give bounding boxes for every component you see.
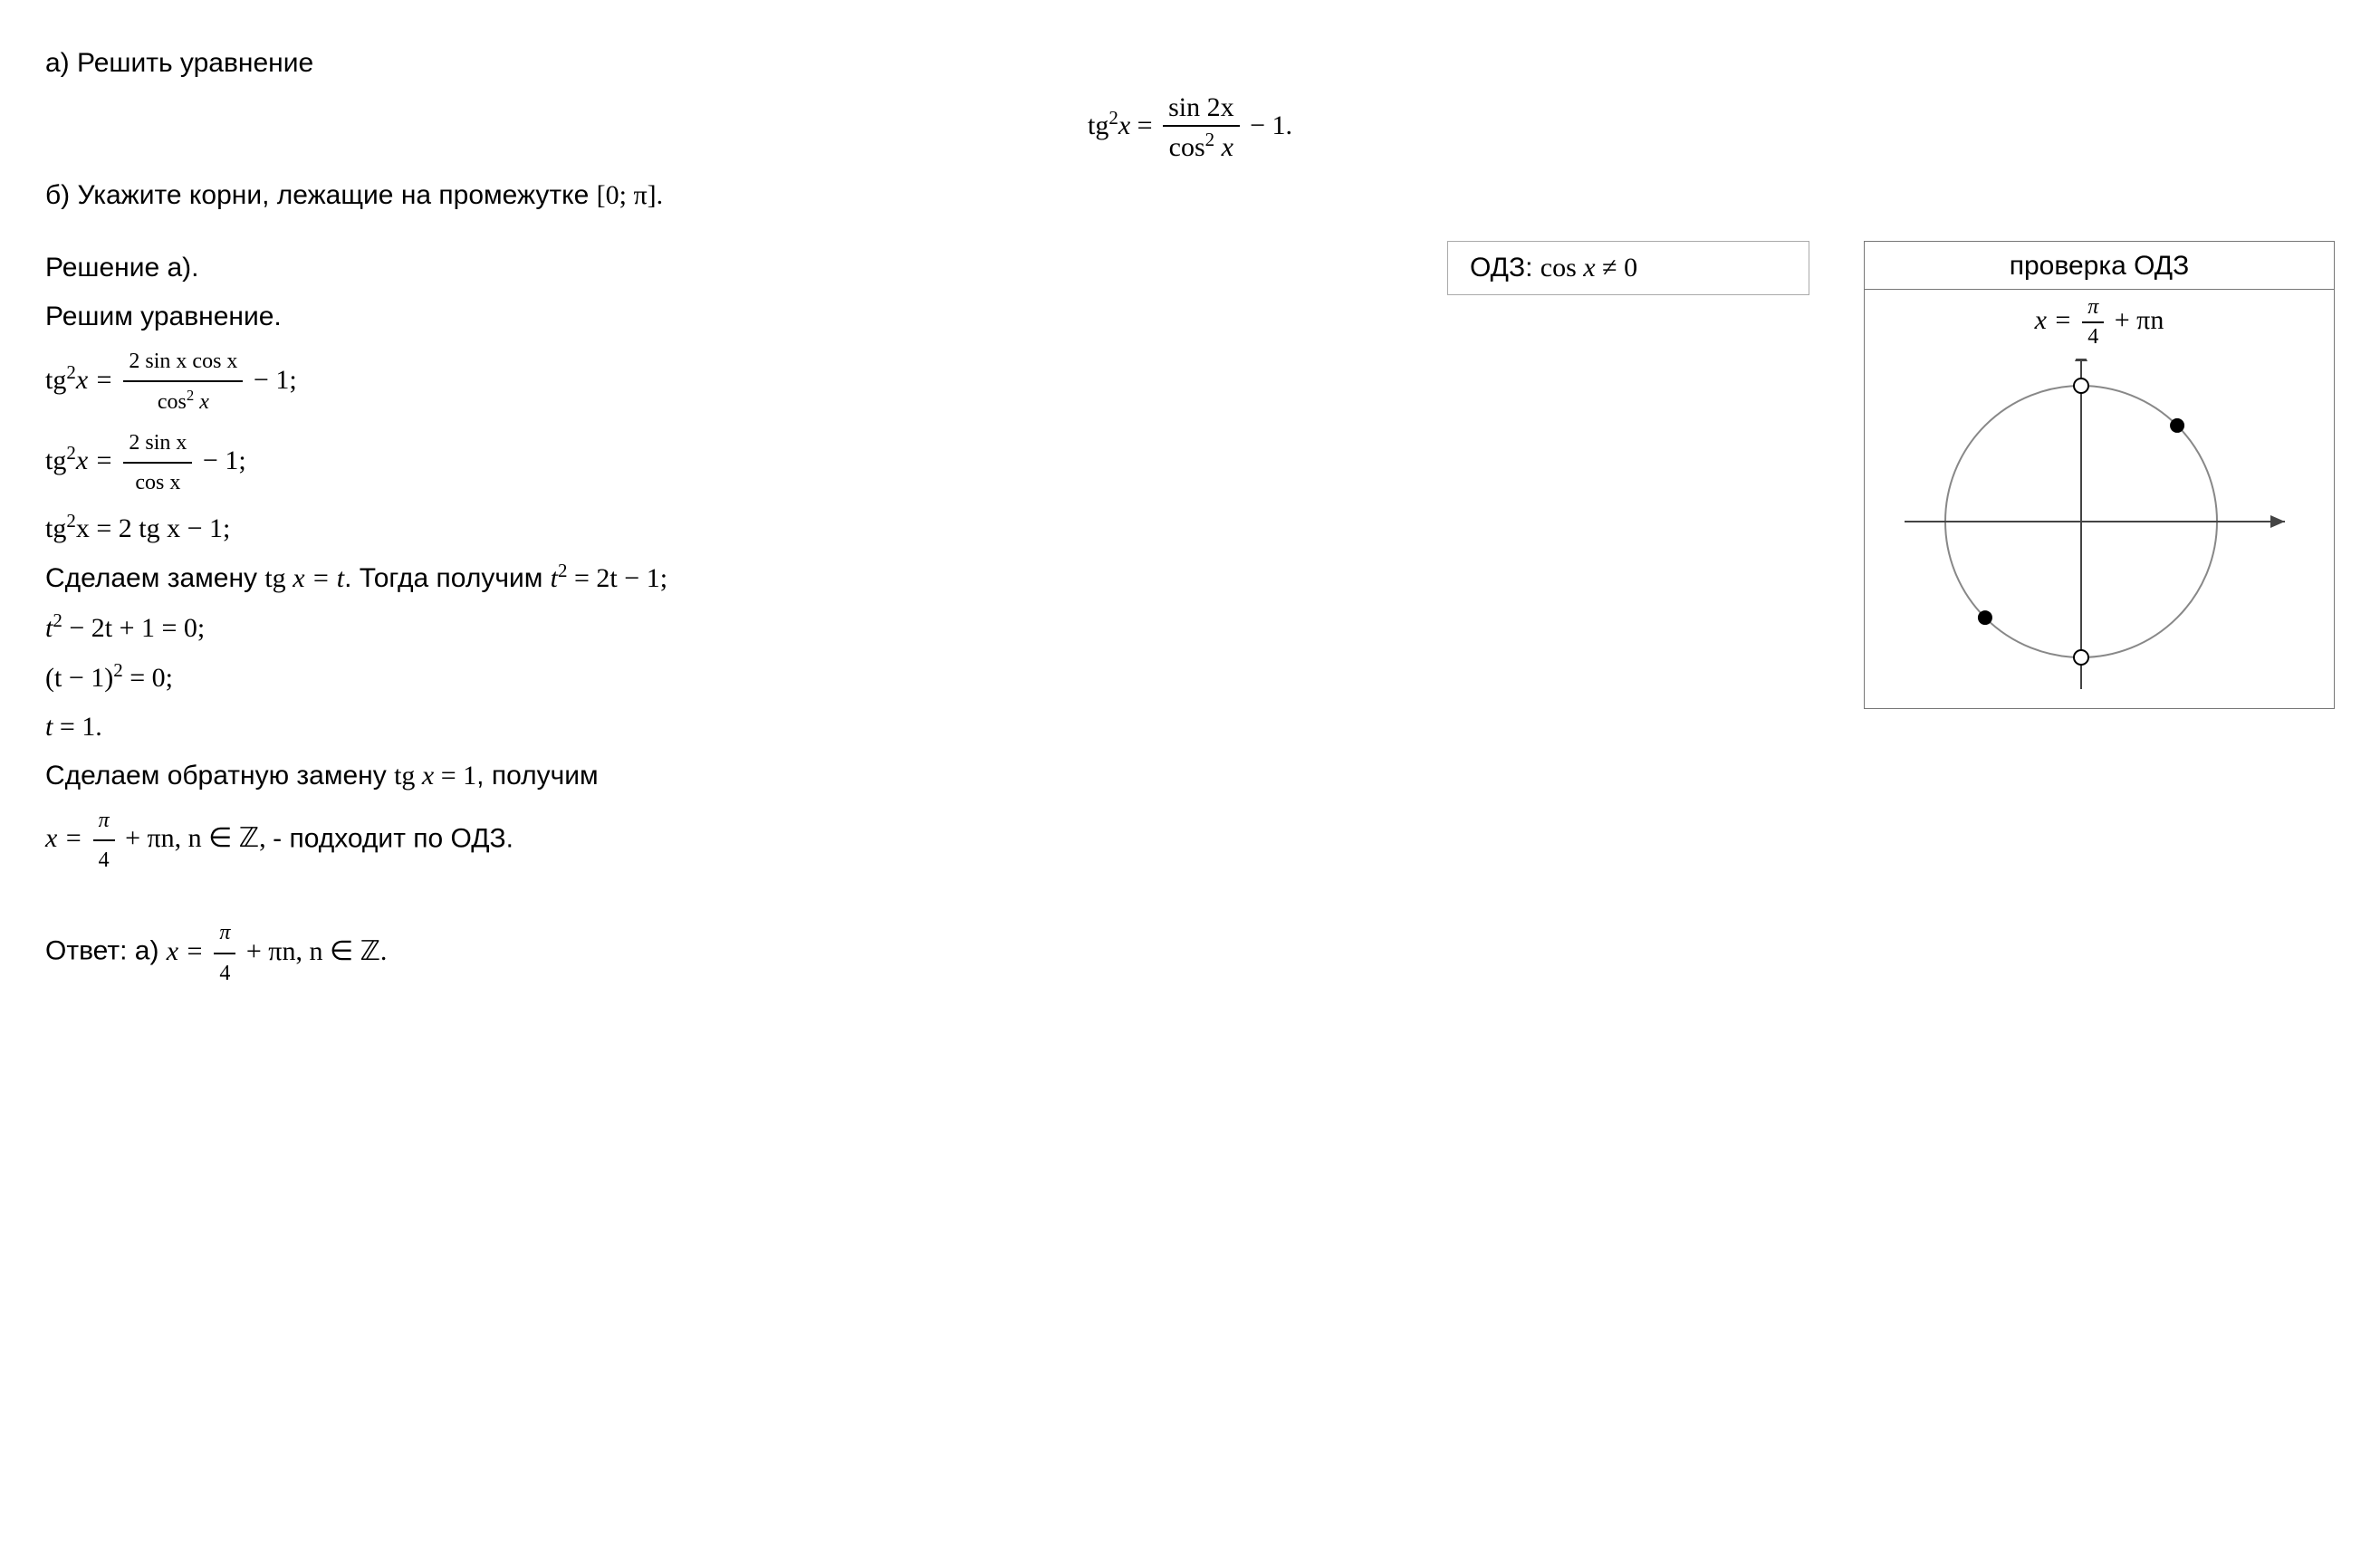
check-odz-box: проверка ОДЗ x = π 4 + πn xyxy=(1864,241,2335,709)
t-result: t = 1. xyxy=(45,705,1393,749)
factored: (t − 1)2 = 0; xyxy=(45,656,1393,700)
problem-a: а) Решить уравнение xyxy=(45,42,2335,85)
answer: Ответ: а) x = π 4 + πn, n ∈ ℤ. xyxy=(45,915,1393,991)
step-2: tg2x = 2 sin x cos x − 1; xyxy=(45,426,1393,501)
check-odz-title: проверка ОДЗ xyxy=(1865,251,2334,290)
main-equation: tg2x = sin 2x cos2 x − 1. xyxy=(45,92,2335,163)
substitution: Сделаем замену tg x = t. Тогда получим t… xyxy=(45,556,1393,600)
tg: tg xyxy=(1088,110,1108,140)
unit-circle-diagram xyxy=(1891,359,2308,694)
x-result: x = π 4 + πn, n ∈ ℤ, - подходит по ОДЗ. xyxy=(45,803,1393,878)
step-1: tg2x = 2 sin x cos x cos2 x − 1; xyxy=(45,344,1393,420)
quadratic: t2 − 2t + 1 = 0; xyxy=(45,606,1393,650)
odz-box: ОДЗ: cos x ≠ 0 xyxy=(1447,241,1809,295)
step-3: tg2x = 2 tg x − 1; xyxy=(45,506,1393,551)
back-substitution: Сделаем обратную замену tg x = 1, получи… xyxy=(45,754,1393,798)
solution-a-title: Решение а). xyxy=(45,246,1393,290)
problem-b: б) Укажите корни, лежащие на промежутке … xyxy=(45,174,2335,217)
solve-equation-label: Решим уравнение. xyxy=(45,295,1393,339)
